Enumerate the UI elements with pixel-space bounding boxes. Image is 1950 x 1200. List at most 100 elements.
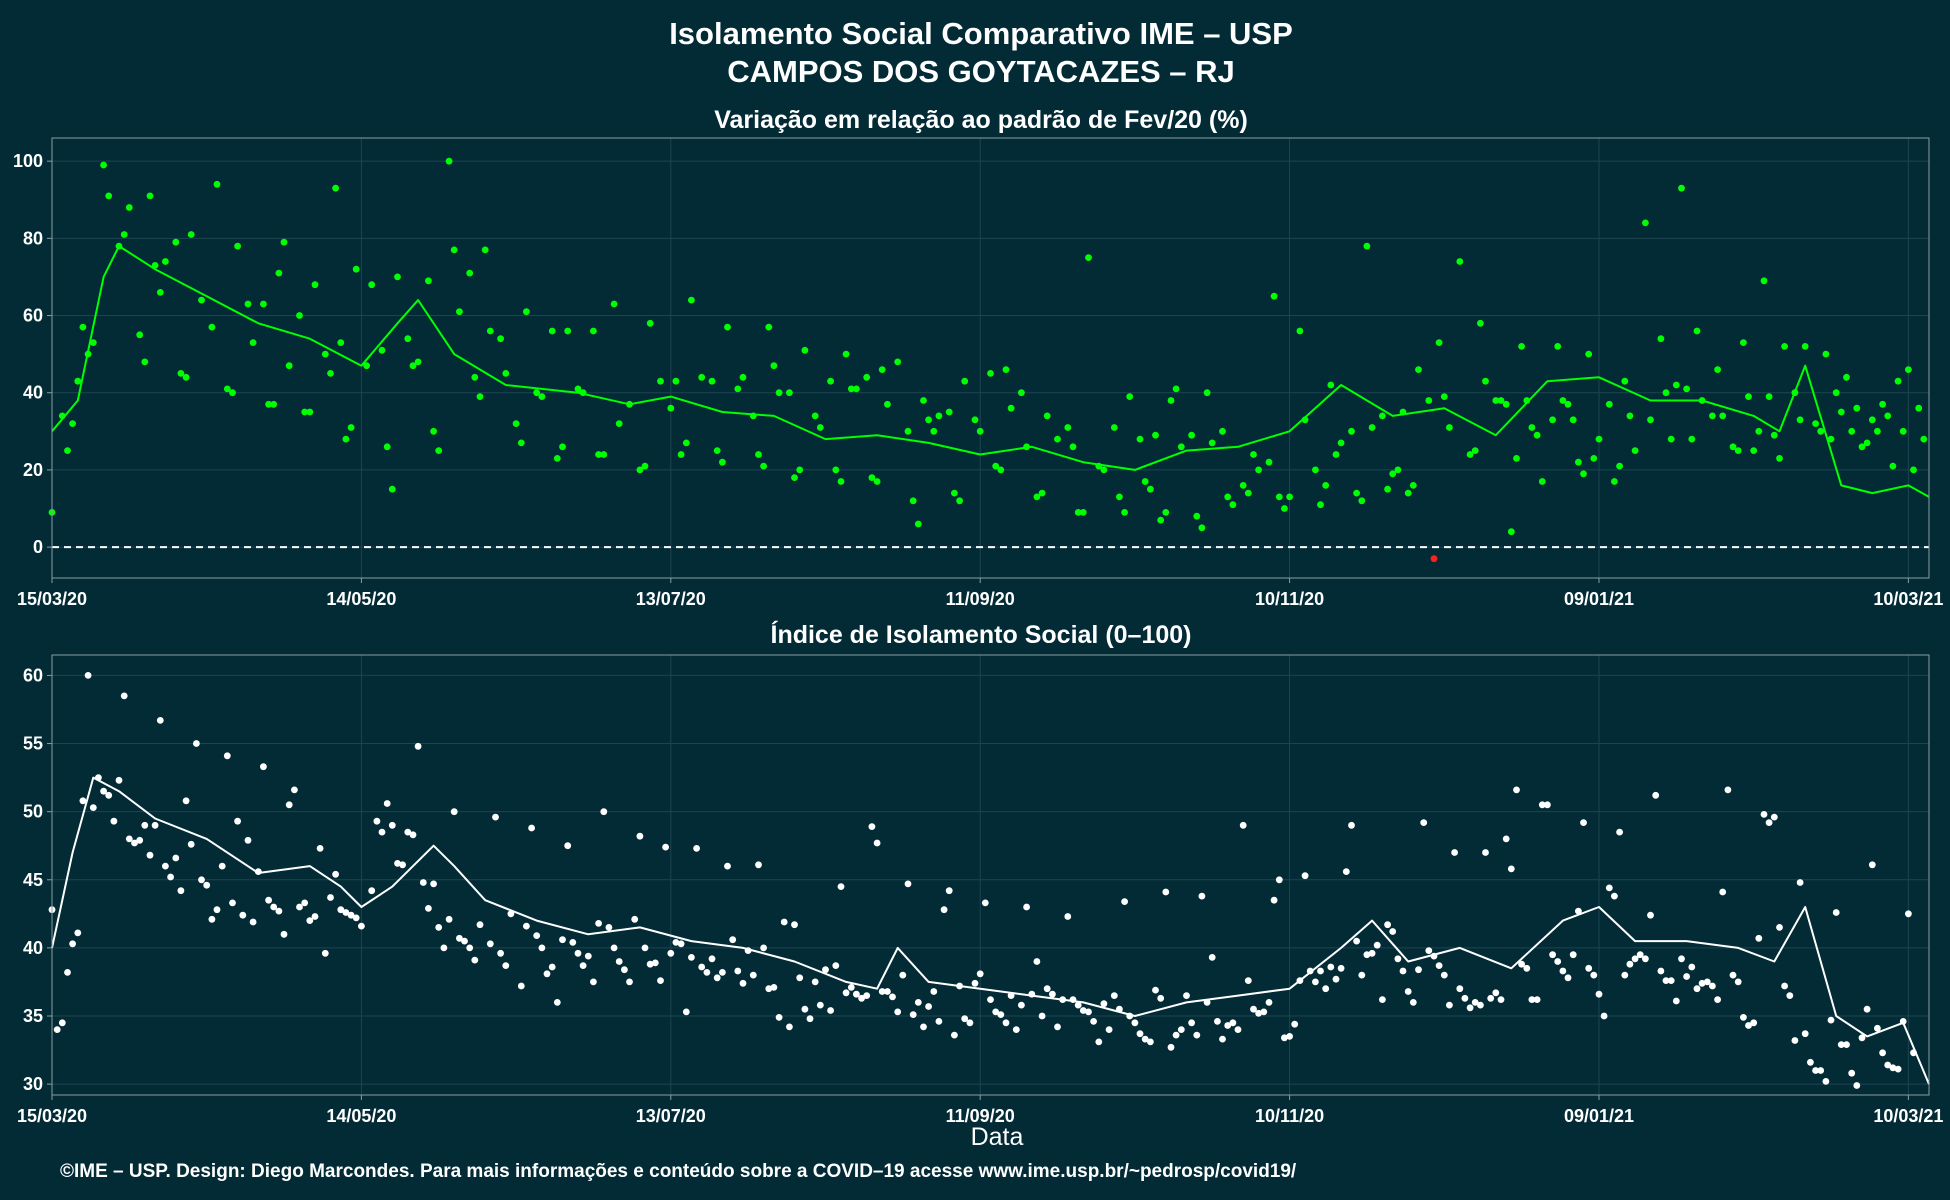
variation-point (626, 400, 633, 408)
variation-point (1322, 482, 1330, 489)
variation-point (1482, 377, 1489, 385)
isolation-point (1141, 1035, 1149, 1043)
variation-point (120, 231, 128, 238)
isolation-xtick-label: 10/11/20 (1255, 1106, 1324, 1126)
isolation-point (698, 963, 706, 971)
isolation-point (569, 939, 577, 946)
isolation-point (1214, 1018, 1221, 1025)
isolation-point (925, 1003, 932, 1010)
variation-point (1121, 509, 1128, 516)
isolation-point (1312, 978, 1319, 986)
variation-point (1399, 408, 1407, 416)
isolation-point (332, 870, 339, 878)
variation-point (1492, 397, 1500, 404)
variation-panel: 15/03/20 14/05/20 13/07/20 11/09/20 10/11/20… (13, 137, 1943, 609)
isolation-point (1147, 1038, 1154, 1046)
variation-point (657, 377, 664, 385)
isolation-point (1502, 835, 1510, 843)
variation-point (1296, 327, 1304, 335)
isolation-point (1296, 977, 1304, 984)
variation-point (961, 377, 969, 385)
variation-ytick-label: 20 (23, 460, 43, 480)
variation-point (698, 373, 706, 381)
variation-point (1812, 420, 1819, 427)
isolation-point (1899, 1018, 1907, 1025)
variation-point (853, 385, 860, 393)
isolation-point (1409, 999, 1417, 1006)
variation-point (1538, 478, 1546, 485)
isolation-point (476, 921, 484, 929)
variation-point (1791, 389, 1799, 397)
isolation-point (1832, 909, 1840, 916)
variation-point (74, 377, 82, 385)
isolation-point (296, 903, 303, 911)
variation-point (1317, 501, 1324, 509)
isolation-point (1683, 973, 1690, 980)
isolation-point (1023, 903, 1030, 911)
isolation-point (1337, 964, 1345, 972)
variation-point (1188, 431, 1195, 439)
isolation-point (1647, 911, 1654, 919)
variation-point (579, 389, 587, 397)
isolation-point (136, 836, 144, 844)
isolation-point (765, 985, 773, 993)
variation-point (388, 485, 396, 493)
variation-point (466, 269, 474, 277)
isolation-point (770, 984, 778, 991)
isolation-point (744, 947, 752, 954)
isolation-ytick-label: 60 (23, 665, 43, 685)
variation-point (775, 389, 783, 397)
isolation-point (1007, 992, 1015, 999)
variation-point (667, 404, 675, 412)
isolation-point (1698, 979, 1706, 987)
variation-point (456, 308, 463, 316)
variation-point (1430, 555, 1438, 563)
variation-point (352, 265, 360, 273)
variation-point (646, 319, 654, 327)
isolation-point (409, 831, 417, 839)
isolation-point (1760, 811, 1768, 818)
variation-point (1905, 366, 1912, 373)
isolation-point (981, 899, 989, 907)
isolation-point (1136, 1030, 1144, 1038)
isolation-point (1781, 982, 1788, 990)
isolation-point (1745, 1022, 1752, 1029)
variation-point (1312, 466, 1319, 474)
isolation-point (213, 906, 221, 914)
variation-point (945, 408, 953, 416)
variation-point (863, 373, 871, 381)
isolation-point (873, 839, 881, 847)
isolation-point (935, 1018, 943, 1025)
variation-point (1910, 466, 1917, 474)
isolation-point (1703, 978, 1711, 986)
isolation-point (672, 939, 680, 946)
isolation-point (600, 808, 608, 816)
isolation-point (95, 774, 102, 781)
isolation-point (208, 915, 216, 923)
variation-point (1678, 184, 1685, 192)
variation-point (1528, 424, 1536, 431)
variation-point (368, 281, 376, 289)
isolation-point (1487, 994, 1495, 1002)
isolation-point (1291, 1020, 1299, 1028)
variation-point (1085, 254, 1092, 261)
isolation-point (1425, 947, 1433, 954)
isolation-point (909, 1011, 917, 1018)
variation-point (172, 238, 180, 246)
isolation-point (1018, 1001, 1025, 1009)
isolation-point (739, 979, 747, 987)
variation-point (1446, 424, 1453, 431)
isolation-point (878, 988, 886, 995)
isolation-point (1250, 1005, 1257, 1013)
isolation-point (1755, 934, 1763, 942)
variation-point (502, 370, 510, 377)
isolation-point (1085, 1008, 1092, 1016)
isolation-point (1198, 892, 1206, 900)
variation-point (445, 157, 453, 165)
variation-point (992, 462, 1000, 470)
isolation-point (1074, 1001, 1082, 1009)
isolation-point (1229, 1019, 1237, 1027)
variation-point (1667, 435, 1675, 443)
variation-point (842, 350, 850, 358)
variation-point (1363, 242, 1371, 250)
